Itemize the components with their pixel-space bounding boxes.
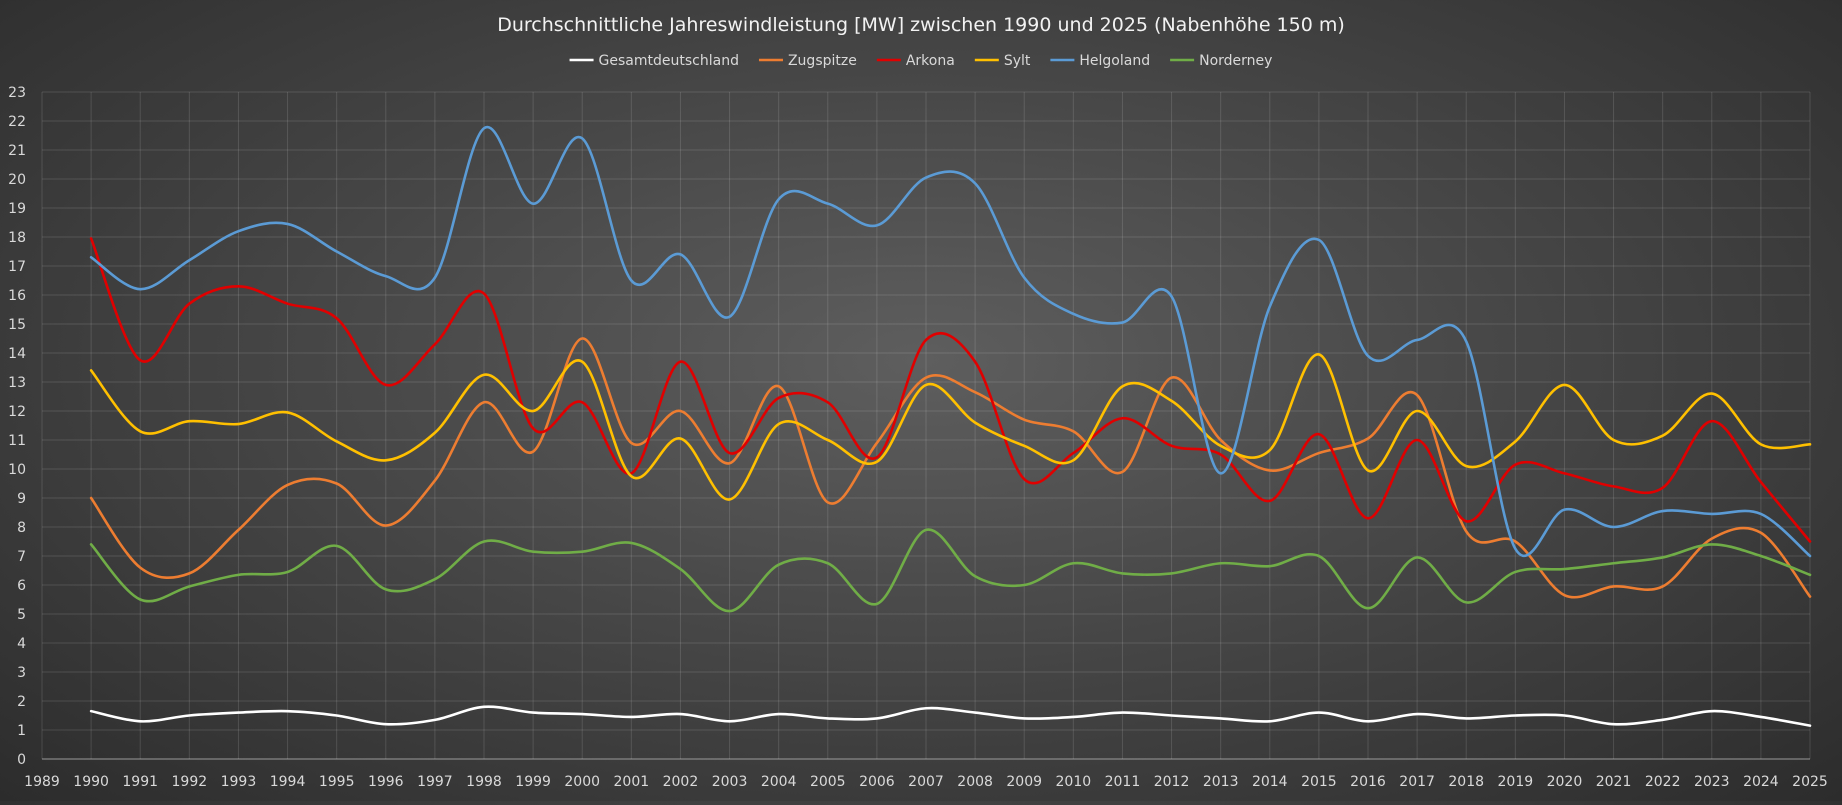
y-tick-label: 8 (17, 520, 26, 536)
x-tick-label: 1995 (319, 774, 355, 790)
y-tick-label: 21 (8, 143, 26, 159)
y-tick-label: 18 (8, 230, 26, 246)
x-tick-label: 2016 (1350, 774, 1386, 790)
y-tick-label: 1 (17, 723, 26, 739)
x-tick-label: 2017 (1399, 774, 1435, 790)
legend: Gesamtdeutschland Zugspitze Arkona Sylt Helg… (569, 53, 1272, 69)
y-tick-label: 17 (8, 259, 26, 275)
legend-item: Norderney (1170, 53, 1272, 69)
x-tick-label: 2004 (761, 774, 797, 790)
x-tick-label: 2011 (1105, 774, 1141, 790)
x-tick-label: 2013 (1203, 774, 1239, 790)
legend-label: Zugspitze (788, 53, 857, 69)
x-tick-label: 2010 (1056, 774, 1092, 790)
legend-item: Sylt (974, 53, 1031, 69)
x-tick-label: 2022 (1645, 774, 1681, 790)
y-tick-label: 12 (8, 404, 26, 420)
x-tick-label: 2014 (1252, 774, 1288, 790)
legend-item: Zugspitze (758, 53, 857, 69)
x-tick-label: 1989 (24, 774, 60, 790)
y-tick-label: 16 (8, 288, 26, 304)
x-tick-label: 1991 (122, 774, 158, 790)
y-tick-label: 14 (8, 346, 26, 362)
x-tick-label: 1996 (368, 774, 404, 790)
chart-title: Durchschnittliche Jahreswindleistung [MW… (497, 14, 1345, 36)
series-line-zugspitze (89, 337, 1812, 599)
legend-label: Sylt (1004, 53, 1031, 69)
y-tick-label: 6 (17, 578, 26, 594)
series-line-norderney (89, 528, 1812, 613)
legend-label: Helgoland (1079, 53, 1150, 69)
series-line-arkona (89, 237, 1812, 543)
x-tick-label: 2008 (957, 774, 993, 790)
series-line-helgoland (89, 125, 1812, 558)
x-tick-label: 2020 (1547, 774, 1583, 790)
x-tick-label: 2019 (1498, 774, 1534, 790)
legend-item: Gesamtdeutschland (569, 53, 739, 69)
x-tick-label: 2021 (1596, 774, 1632, 790)
x-tick-label: 2000 (564, 774, 600, 790)
y-tick-label: 13 (8, 375, 26, 391)
y-tick-label: 23 (8, 85, 26, 101)
x-tick-label: 2006 (859, 774, 895, 790)
legend-item: Arkona (876, 53, 955, 69)
x-tick-label: 2015 (1301, 774, 1337, 790)
y-tick-label: 10 (8, 462, 26, 478)
x-tick-label: 2003 (712, 774, 748, 790)
gridlines (41, 91, 1811, 760)
y-tick-label: 22 (8, 114, 26, 130)
y-tick-label: 0 (17, 752, 26, 768)
x-tick-label: 1992 (172, 774, 208, 790)
x-tick-label: 2001 (614, 774, 650, 790)
y-tick-label: 15 (8, 317, 26, 333)
x-tick-label: 1997 (417, 774, 453, 790)
x-tick-label: 2007 (908, 774, 944, 790)
y-tick-label: 5 (17, 607, 26, 623)
x-tick-label: 2009 (1006, 774, 1042, 790)
y-tick-label: 9 (17, 491, 26, 507)
y-tick-label: 4 (17, 636, 26, 652)
x-tick-label: 1999 (515, 774, 551, 790)
series-lines (89, 125, 1812, 727)
x-tick-label: 2023 (1694, 774, 1730, 790)
legend-label: Arkona (906, 53, 955, 69)
legend-label: Norderney (1199, 53, 1272, 69)
x-tick-label: 1998 (466, 774, 502, 790)
series-line-gesamtdeutschland (89, 705, 1812, 727)
x-tick-label: 2018 (1448, 774, 1484, 790)
legend-item: Helgoland (1050, 53, 1150, 69)
y-tick-label: 20 (8, 172, 26, 188)
y-tick-label: 7 (17, 549, 26, 565)
x-tick-label: 2024 (1743, 774, 1779, 790)
x-tick-label: 2005 (810, 774, 846, 790)
x-tick-label: 2025 (1792, 774, 1828, 790)
series-line-sylt (89, 353, 1812, 501)
y-tick-label: 3 (17, 665, 26, 681)
x-axis-tick-labels: 1989 1990 1991 1992 1993 1994 1995 1996 1997 1998… (24, 774, 1828, 790)
legend-label: Gesamtdeutschland (599, 53, 739, 69)
x-tick-label: 2002 (663, 774, 699, 790)
x-tick-label: 1990 (73, 774, 109, 790)
x-tick-label: 1994 (270, 774, 306, 790)
x-tick-label: 1993 (221, 774, 257, 790)
x-tick-label: 2012 (1154, 774, 1190, 790)
y-tick-label: 2 (17, 694, 26, 710)
y-tick-label: 11 (8, 433, 26, 449)
y-tick-label: 19 (8, 201, 26, 217)
